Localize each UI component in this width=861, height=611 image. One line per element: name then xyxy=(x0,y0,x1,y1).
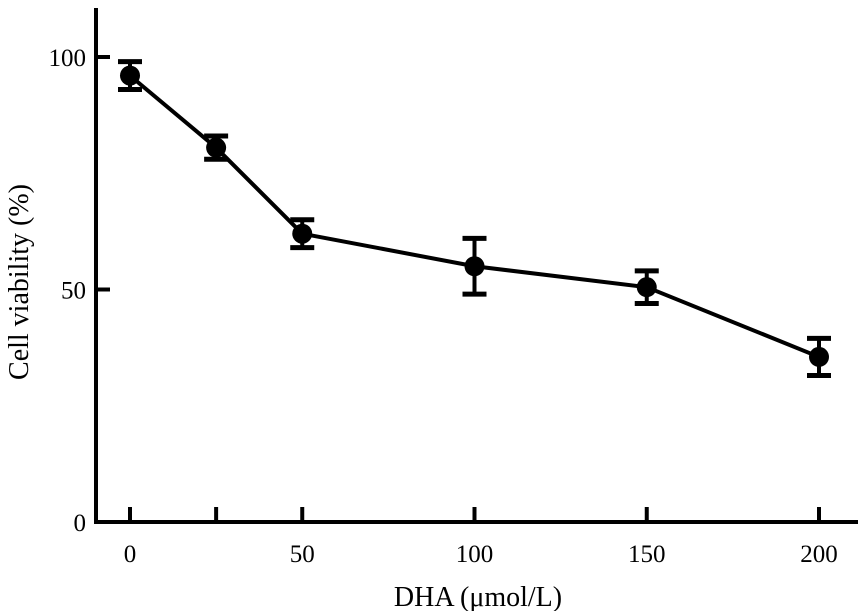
data-point xyxy=(292,223,313,244)
data-point xyxy=(120,65,140,86)
x-tick-label: 50 xyxy=(290,541,315,568)
plot-area xyxy=(118,59,831,379)
x-tick-label: 0 xyxy=(124,541,137,568)
x-tick-label: 150 xyxy=(628,541,666,568)
x-tick-label: 200 xyxy=(800,541,838,568)
data-point xyxy=(464,256,485,277)
y-axis-ticks: 0 50 100 xyxy=(49,45,110,537)
y-axis-title: Cell viability (%) xyxy=(4,184,35,380)
x-axis-title: DHA (μmol/L) xyxy=(394,582,562,611)
x-axis-ticks: 0 50 100 150 200 xyxy=(124,507,838,568)
data-point xyxy=(809,346,829,367)
y-tick-label: 0 xyxy=(74,510,87,537)
series-line xyxy=(128,74,820,359)
x-tick-label: 100 xyxy=(456,541,494,568)
data-point xyxy=(636,277,657,298)
y-tick-label: 50 xyxy=(61,278,86,305)
y-tick-label: 100 xyxy=(49,45,87,72)
data-point xyxy=(206,137,227,158)
